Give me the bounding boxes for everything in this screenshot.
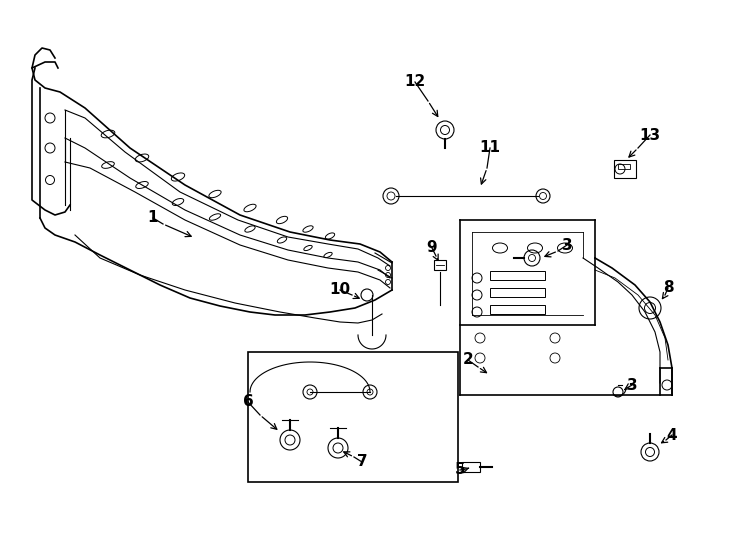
Text: 5: 5 (454, 462, 465, 477)
Text: 3: 3 (562, 238, 573, 253)
Bar (248, 352, 458, 482)
Text: 9: 9 (426, 240, 437, 255)
Text: 13: 13 (639, 127, 661, 143)
Text: 4: 4 (666, 428, 677, 442)
Circle shape (385, 280, 390, 285)
Bar (490, 271, 545, 280)
Circle shape (385, 273, 390, 278)
Bar (490, 287, 545, 296)
Text: 8: 8 (663, 280, 673, 295)
Text: 6: 6 (243, 395, 253, 409)
Bar (490, 305, 545, 314)
Bar (462, 462, 480, 472)
Text: 3: 3 (627, 377, 637, 393)
Text: 2: 2 (462, 353, 473, 368)
Text: 11: 11 (479, 140, 501, 156)
Text: 10: 10 (330, 282, 351, 298)
Bar (614, 160, 636, 178)
Circle shape (385, 266, 390, 271)
Text: 7: 7 (357, 455, 367, 469)
Text: 12: 12 (404, 75, 426, 90)
Bar (434, 260, 446, 270)
Bar (618, 164, 630, 169)
Text: 1: 1 (148, 211, 159, 226)
